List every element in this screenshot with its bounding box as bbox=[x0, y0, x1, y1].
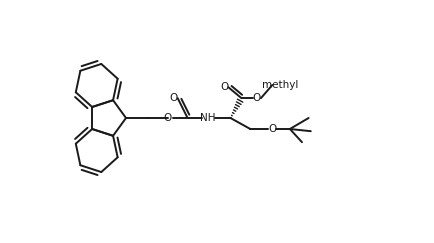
Text: O: O bbox=[268, 124, 276, 134]
Text: NH: NH bbox=[200, 113, 215, 123]
Text: O: O bbox=[164, 113, 172, 123]
Text: O: O bbox=[170, 93, 178, 103]
Text: methyl: methyl bbox=[262, 80, 299, 90]
Text: O: O bbox=[220, 82, 228, 92]
Text: O: O bbox=[253, 93, 261, 103]
